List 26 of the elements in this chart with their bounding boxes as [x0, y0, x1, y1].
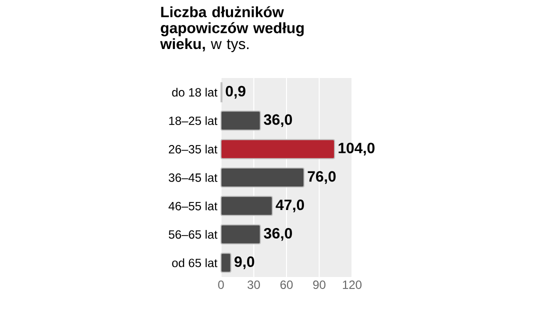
data-label: 36,0 — [264, 114, 292, 128]
x-tick-label: 0 — [218, 280, 224, 289]
data-label: 76,0 — [308, 171, 336, 184]
bar — [220, 196, 273, 216]
x-tick-label: 90 — [313, 280, 326, 289]
y-tick-label: 18–25 lat — [169, 116, 218, 126]
x-tick-label: 120 — [342, 280, 362, 289]
y-tick-label: 56–65 lat — [168, 230, 218, 239]
data-label: 0,9 — [226, 86, 246, 99]
data-label: 104,0 — [338, 142, 375, 156]
bar — [220, 139, 336, 160]
bar — [220, 110, 261, 131]
bar — [220, 224, 261, 244]
data-label: 36,0 — [264, 228, 292, 241]
x-tick-label: 60 — [280, 280, 293, 289]
y-tick-label: 26–35 lat — [168, 144, 218, 154]
y-tick-label: od 65 lat — [172, 258, 218, 268]
y-tick-label: do 18 lat — [172, 88, 218, 97]
bar — [220, 252, 232, 273]
bar — [220, 168, 304, 188]
data-label: 47,0 — [276, 200, 304, 212]
x-tick-label: 30 — [248, 280, 260, 289]
chart-title: Liczba dłużników gapowiczów według wieku, w tys. — [160, 6, 304, 52]
y-tick-label: 46–55 lat — [168, 202, 218, 210]
data-label: 9,0 — [234, 256, 254, 270]
y-tick-label: 36–45 lat — [168, 173, 218, 182]
